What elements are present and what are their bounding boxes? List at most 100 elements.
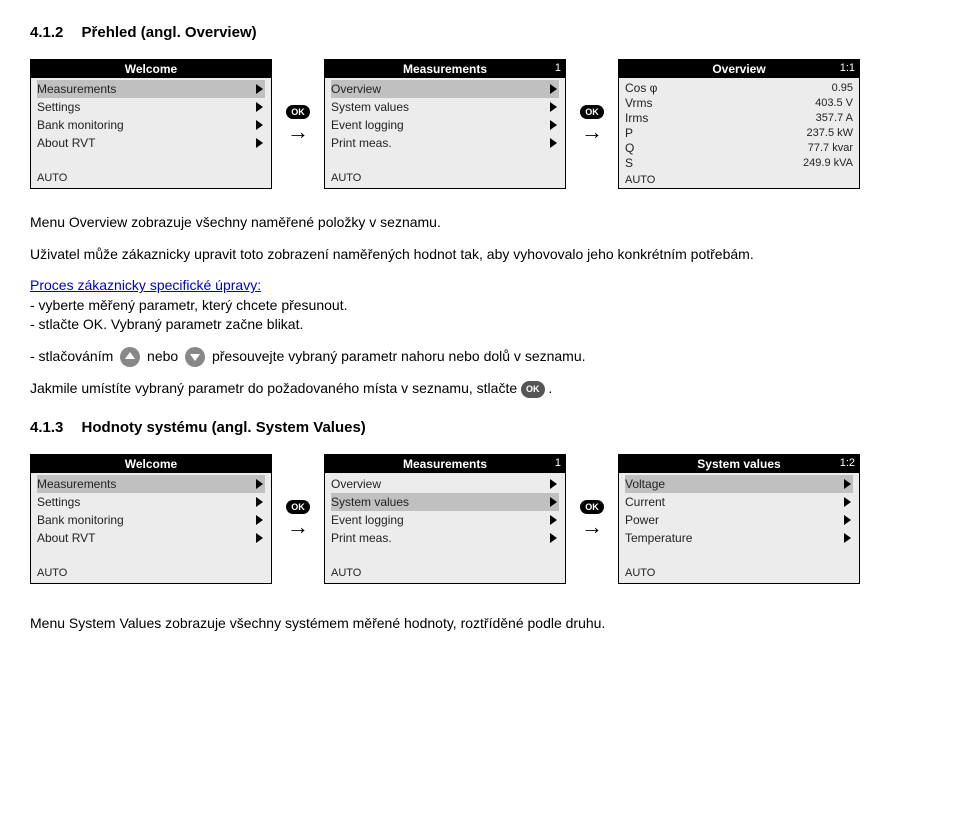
lcd-screen: System values 1:2 Voltage Current Power Tempe… bbox=[618, 454, 860, 584]
menu-item-label: Measurements bbox=[37, 477, 256, 491]
menu-item-label: Settings bbox=[37, 495, 256, 509]
menu-item[interactable]: Voltage bbox=[625, 475, 853, 493]
data-label: P bbox=[625, 126, 781, 140]
menu-item[interactable]: Power bbox=[625, 511, 853, 529]
arrow-right-icon: → bbox=[287, 121, 309, 143]
data-value: 403.5 V bbox=[781, 97, 853, 109]
section-title-text: Přehled (angl. Overview) bbox=[82, 24, 257, 41]
chevron-right-icon bbox=[256, 479, 263, 489]
ok-pill: OK bbox=[580, 500, 604, 514]
chevron-right-icon bbox=[844, 479, 851, 489]
ok-pill: OK bbox=[580, 105, 604, 119]
menu-item[interactable]: System values bbox=[331, 493, 559, 511]
text: - stlačováním bbox=[30, 348, 117, 364]
screen-page-indicator: 1:1 bbox=[840, 62, 855, 74]
lcd-screen: Welcome Measurements Settings Bank monitori… bbox=[30, 454, 272, 584]
data-label: Cos φ bbox=[625, 81, 781, 95]
data-row: S249.9 kVA bbox=[625, 155, 853, 170]
chevron-right-icon bbox=[550, 479, 557, 489]
screen-title-text: System values bbox=[697, 457, 780, 471]
screen-title-bar: Welcome bbox=[31, 60, 271, 78]
menu-item[interactable]: Bank monitoring bbox=[37, 116, 265, 134]
menu-item[interactable]: Event logging bbox=[331, 116, 559, 134]
screen-page-indicator: 1 bbox=[555, 457, 561, 469]
menu-item[interactable]: Print meas. bbox=[331, 134, 559, 152]
screen-body: Measurements Settings Bank monitoring About… bbox=[31, 473, 271, 565]
menu-item[interactable]: Temperature bbox=[625, 529, 853, 547]
menu-item[interactable]: Overview bbox=[331, 475, 559, 493]
text: přesouvejte vybraný parametr nahoru nebo… bbox=[212, 348, 586, 364]
section-title-text: Hodnoty systému (angl. System Values) bbox=[82, 419, 366, 436]
data-row: Q77.7 kvar bbox=[625, 140, 853, 155]
chevron-right-icon bbox=[256, 84, 263, 94]
data-value: 77.7 kvar bbox=[781, 142, 853, 154]
menu-item[interactable]: Overview bbox=[331, 80, 559, 98]
data-value: 357.7 A bbox=[781, 112, 853, 124]
menu-item-label: Voltage bbox=[625, 477, 844, 491]
chevron-right-icon bbox=[256, 533, 263, 543]
menu-item[interactable]: Bank monitoring bbox=[37, 511, 265, 529]
menu-item-label: System values bbox=[331, 495, 550, 509]
menu-item[interactable]: Event logging bbox=[331, 511, 559, 529]
screen-footer: AUTO bbox=[619, 172, 859, 190]
screen-body: Measurements Settings Bank monitoring About… bbox=[31, 78, 271, 170]
menu-item-label: Current bbox=[625, 495, 844, 509]
section-heading-413: 4.1.3 Hodnoty systému (angl. System Valu… bbox=[30, 419, 930, 436]
menu-item-label: Settings bbox=[37, 100, 256, 114]
screen-footer: AUTO bbox=[31, 170, 271, 188]
text: - vyberte měřený parametr, který chcete … bbox=[30, 297, 347, 313]
paragraph: Menu Overview zobrazuje všechny naměřené… bbox=[30, 213, 930, 233]
menu-item-label: Print meas. bbox=[331, 136, 550, 150]
menu-item-label: Overview bbox=[331, 82, 550, 96]
data-row: Irms357.7 A bbox=[625, 110, 853, 125]
ok-pill: OK bbox=[286, 500, 310, 514]
text: Menu System Values zobrazuje všechny sys… bbox=[30, 615, 605, 631]
menu-item[interactable]: About RVT bbox=[37, 529, 265, 547]
menu-item[interactable]: Current bbox=[625, 493, 853, 511]
screen-footer: AUTO bbox=[619, 565, 859, 583]
menu-item[interactable]: About RVT bbox=[37, 134, 265, 152]
menu-item[interactable]: Measurements bbox=[37, 80, 265, 98]
ok-pill: OK bbox=[286, 105, 310, 119]
screen-title-text: Overview bbox=[712, 62, 765, 76]
screen-body: Overview System valuesEvent logging Print … bbox=[325, 78, 565, 170]
screens-row-a: Welcome Measurements Settings Bank monitori… bbox=[30, 59, 930, 189]
menu-item-label: Overview bbox=[331, 477, 550, 491]
screen-title-bar: Welcome bbox=[31, 455, 271, 473]
lcd-screen: Measurements1OverviewSystem valuesEvent … bbox=[324, 454, 566, 584]
screen-page-indicator: 1:2 bbox=[840, 457, 855, 469]
chevron-right-icon bbox=[844, 515, 851, 525]
menu-item[interactable]: Measurements bbox=[37, 475, 265, 493]
menu-item[interactable]: System values bbox=[331, 98, 559, 116]
chevron-right-icon bbox=[256, 120, 263, 130]
menu-item-label: About RVT bbox=[37, 531, 256, 545]
menu-item[interactable]: Settings bbox=[37, 493, 265, 511]
menu-item[interactable]: Print meas. bbox=[331, 529, 559, 547]
process-link[interactable]: Proces zákaznicky specifické úpravy: bbox=[30, 277, 261, 293]
menu-item-label: Bank monitoring bbox=[37, 118, 256, 132]
screen-page-indicator: 1 bbox=[555, 62, 561, 74]
menu-item-label: Temperature bbox=[625, 531, 844, 545]
arrow-right-icon: → bbox=[581, 516, 603, 538]
chevron-right-icon bbox=[550, 120, 557, 130]
data-label: S bbox=[625, 156, 781, 170]
screen-title-text: Measurements bbox=[403, 62, 487, 76]
data-row: Vrms403.5 V bbox=[625, 95, 853, 110]
ok-connector: OK→ bbox=[572, 105, 612, 143]
menu-item[interactable]: Settings bbox=[37, 98, 265, 116]
menu-item-label: Event logging bbox=[331, 513, 550, 527]
chevron-right-icon bbox=[550, 138, 557, 148]
paragraph: Jakmile umístíte vybraný parametr do pož… bbox=[30, 379, 930, 399]
chevron-right-icon bbox=[550, 533, 557, 543]
chevron-right-icon bbox=[550, 102, 557, 112]
screen-title-text: Welcome bbox=[125, 457, 177, 471]
down-arrow-icon bbox=[185, 347, 205, 367]
menu-item-label: Power bbox=[625, 513, 844, 527]
arrow-right-icon: → bbox=[287, 516, 309, 538]
ok-connector: OK → bbox=[572, 500, 612, 538]
screen-title-text: Welcome bbox=[125, 62, 177, 76]
data-label: Q bbox=[625, 141, 781, 155]
screen-footer: AUTO bbox=[325, 170, 565, 188]
chevron-right-icon bbox=[256, 102, 263, 112]
data-label: Vrms bbox=[625, 96, 781, 110]
